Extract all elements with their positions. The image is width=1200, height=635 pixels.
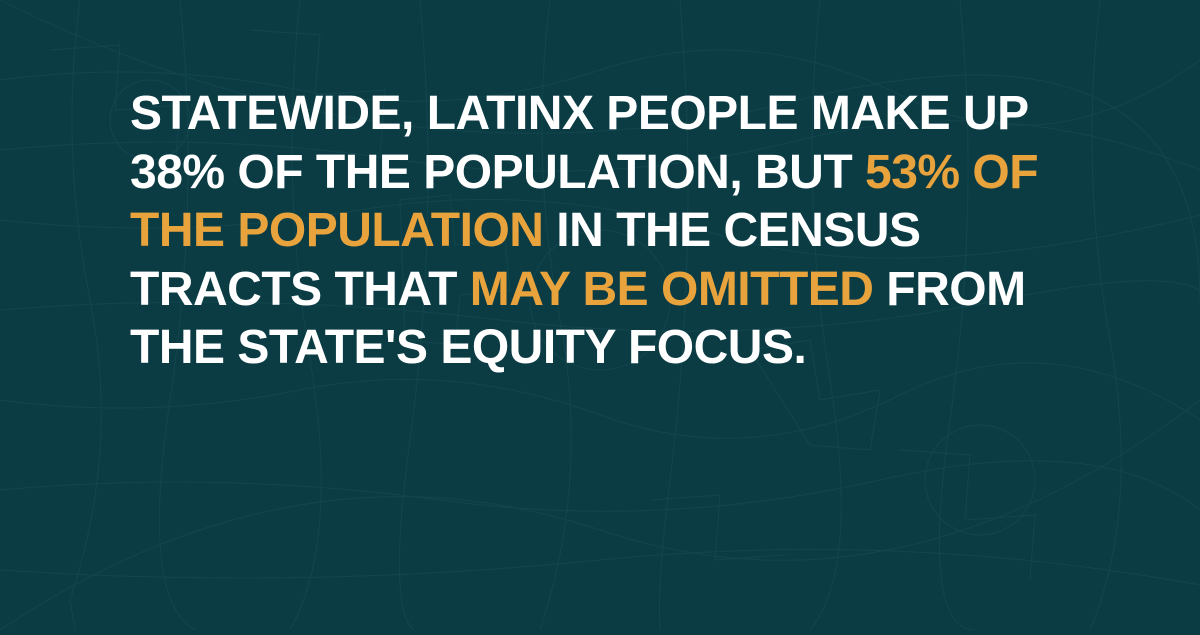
content-container: STATEWIDE, LATINX PEOPLE MAKE UP 38% OF …	[0, 0, 1200, 378]
headline-segment-4: MAY BE OMITTED	[470, 263, 874, 316]
headline-text: STATEWIDE, LATINX PEOPLE MAKE UP 38% OF …	[130, 85, 1070, 378]
